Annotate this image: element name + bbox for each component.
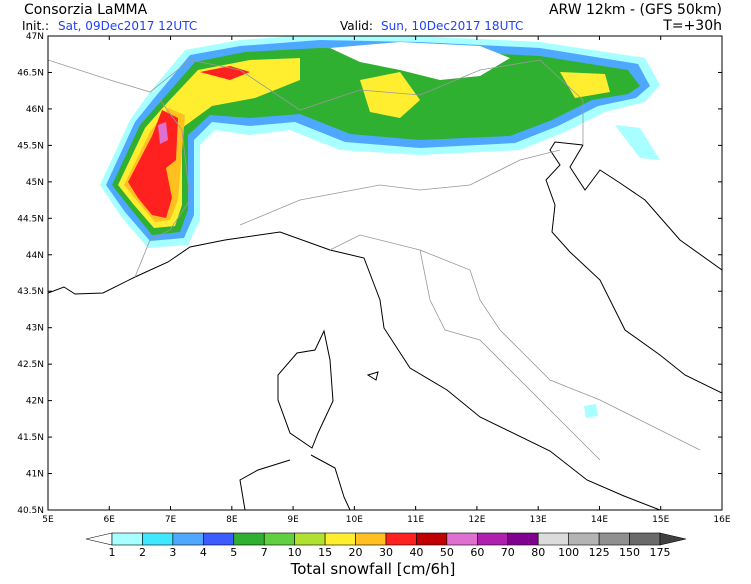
left-title: Consorzia LaMMA (24, 2, 148, 18)
colorbar-box (294, 532, 326, 546)
colorbar-arrow-left (85, 532, 113, 546)
colorbar-label: 150 (619, 546, 640, 559)
init-value: Sat, 09Dec2017 12UTC (58, 19, 197, 33)
valid-value: Sun, 10Dec2017 18UTC (381, 19, 523, 33)
lon-label: 8E (226, 515, 238, 525)
colorbar-box (477, 532, 509, 546)
lat-label: 46N (26, 105, 44, 115)
colorbar-label: 70 (501, 546, 515, 559)
colorbar-box (598, 532, 630, 546)
lat-label: 42.5N (17, 360, 44, 370)
lon-label: 15E (652, 515, 669, 525)
snow-pink (158, 122, 168, 144)
colorbar-label: 20 (349, 546, 363, 559)
colorbar-label: 3 (169, 546, 176, 559)
colorbar-box (568, 532, 600, 546)
lon-label: 11E (407, 515, 424, 525)
colorbar-label: 40 (409, 546, 423, 559)
lat-label: 43N (26, 324, 44, 334)
lat-label: 47N (26, 32, 44, 42)
colorbar-box (111, 532, 143, 546)
snow-spot (584, 125, 660, 418)
colorbar-label: 30 (379, 546, 393, 559)
lat-label: 44.5N (17, 214, 44, 224)
lat-label: 41N (26, 470, 44, 480)
lon-label: 5E (42, 515, 54, 525)
lon-label: 7E (165, 515, 177, 525)
map-frame (47, 35, 723, 511)
lat-label: 41.5N (17, 433, 44, 443)
lon-label: 10E (346, 515, 363, 525)
colorbar-label: 5 (230, 546, 237, 559)
colorbar-label: 7 (261, 546, 268, 559)
lat-label: 45.5N (17, 141, 44, 151)
lat-label: 46.5N (17, 68, 44, 78)
colorbar-label: 175 (650, 546, 671, 559)
lon-label: 12E (468, 515, 485, 525)
lat-label: 44N (26, 251, 44, 261)
colorbar-label: 10 (288, 546, 302, 559)
lon-label: 16E (713, 515, 730, 525)
lon-label: 6E (104, 515, 116, 525)
colorbar: 1 2 3 4 5 7 10 15 20 30 40 50 60 70 80 100 125 150 175 (85, 532, 687, 559)
coastlines (48, 141, 722, 510)
colorbar-box (355, 532, 387, 546)
colorbar-label: 15 (318, 546, 332, 559)
valid-label: Valid: (340, 19, 373, 33)
colorbar-box (507, 532, 539, 546)
lon-label: 13E (530, 515, 547, 525)
lat-label: 42N (26, 397, 44, 407)
colorbar-label: 80 (531, 546, 545, 559)
colorbar-box (142, 532, 174, 546)
snow-yellow-n (360, 72, 610, 118)
snow-red (128, 66, 250, 218)
lat-label: 45N (26, 178, 44, 188)
lead-time: T=+30h (662, 18, 722, 34)
colorbar-box (263, 532, 295, 546)
colorbar-box (172, 532, 204, 546)
colorbar-box (629, 532, 661, 546)
colorbar-label: 4 (200, 546, 207, 559)
no-snow-zone (330, 42, 510, 80)
colorbar-box (324, 532, 356, 546)
colorbar-box (385, 532, 417, 546)
lat-label: 40.5N (17, 506, 44, 516)
colorbar-box (537, 532, 569, 546)
colorbar-label: 60 (470, 546, 484, 559)
colorbar-box (203, 532, 235, 546)
lat-label: 43.5N (17, 287, 44, 297)
colorbar-box (233, 532, 265, 546)
colorbar-label: 125 (589, 546, 610, 559)
colorbar-label: 2 (139, 546, 146, 559)
right-title: ARW 12km - (GFS 50km) (549, 2, 722, 18)
colorbar-box (416, 532, 448, 546)
colorbar-label: 1 (109, 546, 116, 559)
init-label: Init.: (22, 19, 49, 33)
colorbar-title: Total snowfall [cm/6h] (290, 560, 456, 578)
borders (48, 59, 701, 461)
colorbar-label: 100 (558, 546, 579, 559)
colorbar-box (446, 532, 478, 546)
map-area (47, 35, 723, 511)
lon-label: 14E (591, 515, 608, 525)
colorbar-label: 50 (440, 546, 454, 559)
lon-label: 9E (287, 515, 299, 525)
colorbar-arrow-right (659, 532, 687, 546)
